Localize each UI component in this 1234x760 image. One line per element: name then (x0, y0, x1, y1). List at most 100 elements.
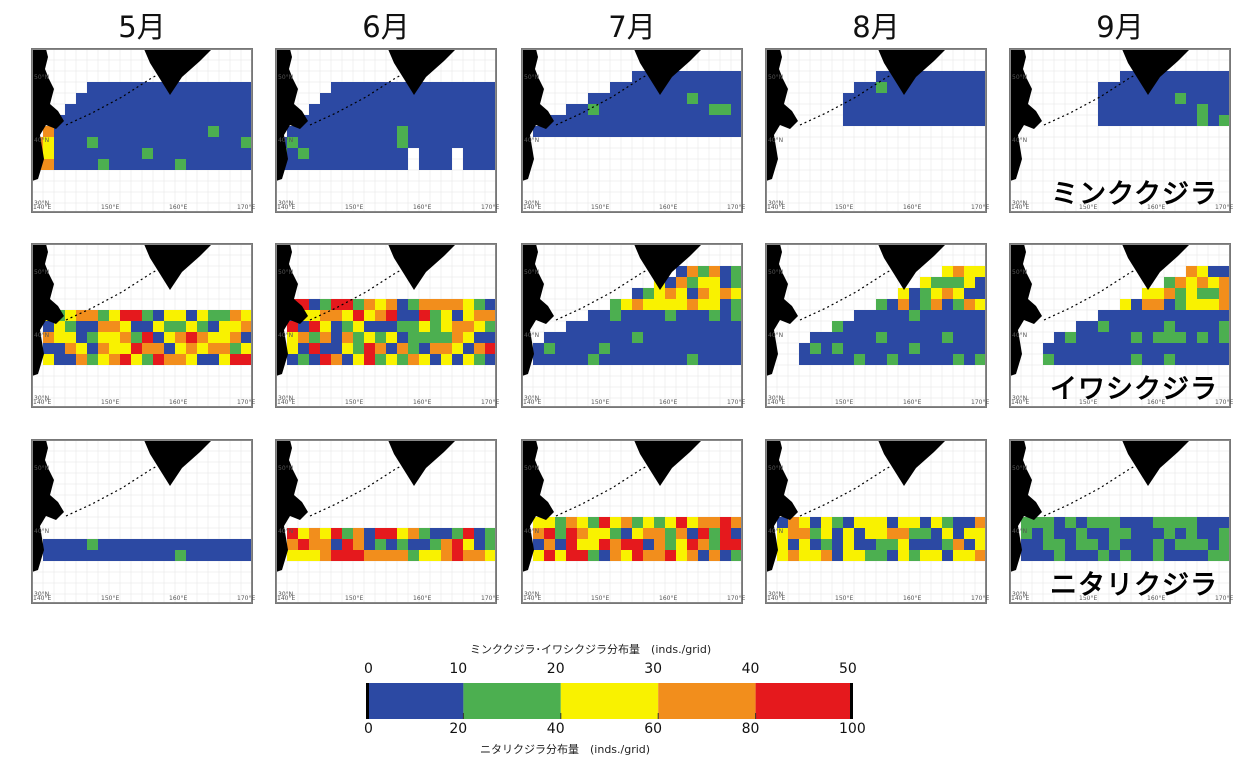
lat-tick-label: 40°N (34, 137, 50, 144)
grid-cell (1219, 266, 1230, 277)
grid-cell (76, 148, 87, 159)
grid-cell (1087, 321, 1098, 332)
grid-cell (843, 343, 854, 354)
grid-cell (698, 343, 709, 354)
grid-cell (98, 137, 109, 148)
grid-cell (1208, 354, 1219, 365)
grid-cell (208, 310, 219, 321)
grid-cell (197, 148, 208, 159)
grid-cell (142, 137, 153, 148)
grid-cell (452, 93, 463, 104)
grid-cell (353, 332, 364, 343)
lat-tick-label: 40°N (524, 137, 540, 144)
grid-cell (98, 82, 109, 93)
grid-cell (1164, 71, 1175, 82)
grid-cell (599, 517, 610, 528)
grid-cell (942, 277, 953, 288)
grid-cell (832, 550, 843, 561)
grid-cell (1076, 321, 1087, 332)
grid-cell (219, 550, 230, 561)
map-panel-r0-m5 (31, 48, 253, 213)
grid-cell (1186, 343, 1197, 354)
grid-cell (76, 539, 87, 550)
grid-cell (287, 550, 298, 561)
grid-cell (419, 299, 430, 310)
grid-cell (197, 550, 208, 561)
legend-top-title: ミンククジラ･イワシクジラ分布量 (inds./grid) (470, 643, 712, 656)
kamchatka-landmass (634, 244, 702, 290)
grid-cell (599, 93, 610, 104)
lat-tick-label: 40°N (278, 528, 294, 535)
grid-cell (164, 159, 175, 170)
grid-cell (865, 550, 876, 561)
grid-cell (720, 332, 731, 343)
lat-tick-label: 40°N (34, 332, 50, 339)
grid-cell (898, 310, 909, 321)
grid-cell (230, 137, 241, 148)
grid-cell (964, 539, 975, 550)
grid-cell (1043, 528, 1054, 539)
grid-cell (698, 321, 709, 332)
grid-cell (298, 126, 309, 137)
grid-cell (474, 354, 485, 365)
grid-cell (964, 354, 975, 365)
grid-cell (65, 137, 76, 148)
grid-cell (1164, 321, 1175, 332)
grid-cell (942, 71, 953, 82)
grid-cell (920, 354, 931, 365)
grid-cell (665, 332, 676, 343)
grid-cell (419, 115, 430, 126)
grid-cell (309, 137, 320, 148)
grid-cell (419, 93, 430, 104)
grid-cell (566, 126, 577, 137)
grid-cell (474, 93, 485, 104)
grid-cell (964, 266, 975, 277)
lon-tick-label: 160°E (659, 595, 678, 602)
grid-cell (731, 82, 742, 93)
grid-cell (219, 159, 230, 170)
grid-cell (65, 539, 76, 550)
grid-cell (474, 550, 485, 561)
grid-cell (364, 528, 375, 539)
grid-cell (731, 104, 742, 115)
grid-cell (175, 343, 186, 354)
grid-cell (1208, 550, 1219, 561)
lon-tick-label: 150°E (101, 399, 120, 406)
grid-cell (687, 82, 698, 93)
grid-cell (474, 137, 485, 148)
grid-cell (887, 104, 898, 115)
grid-cell (1065, 539, 1076, 550)
grid-cell (632, 332, 643, 343)
grid-cell (441, 126, 452, 137)
grid-cell (241, 354, 252, 365)
grid-cell (632, 126, 643, 137)
grid-cell (241, 321, 252, 332)
lon-tick-label: 170°E (1215, 399, 1234, 406)
grid-cell (397, 321, 408, 332)
lat-tick-label: 30°N (1012, 395, 1028, 402)
grid-cell (854, 115, 865, 126)
grid-cell (320, 159, 331, 170)
grid-cell (1131, 550, 1142, 561)
grid-cell (632, 104, 643, 115)
grid-cell (1087, 354, 1098, 365)
grid-cell (98, 148, 109, 159)
grid-cell (397, 550, 408, 561)
grid-cell (665, 93, 676, 104)
grid-cell (1208, 104, 1219, 115)
map-svg (766, 440, 986, 603)
grid-cell (1186, 277, 1197, 288)
lon-tick-label: 140°E (277, 204, 296, 211)
lon-tick-label: 140°E (277, 399, 296, 406)
grid-cell (331, 159, 342, 170)
grid-cell (1186, 93, 1197, 104)
map-svg (766, 244, 986, 407)
grid-cell (1175, 354, 1186, 365)
grid-cell (1087, 332, 1098, 343)
grid-cell (441, 354, 452, 365)
grid-cell (676, 332, 687, 343)
grid-cell (109, 115, 120, 126)
grid-cell (665, 104, 676, 115)
grid-cell (208, 332, 219, 343)
lon-tick-label: 160°E (903, 595, 922, 602)
